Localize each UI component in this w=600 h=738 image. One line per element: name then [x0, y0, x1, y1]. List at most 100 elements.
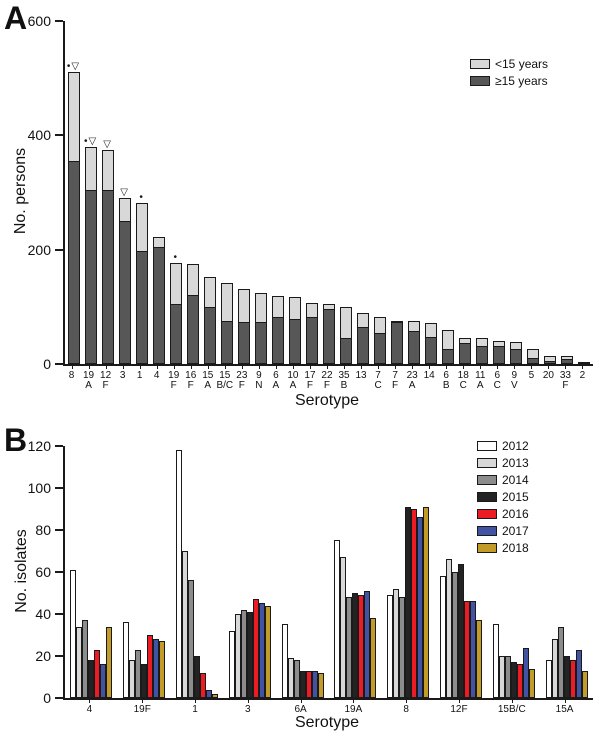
bar-slot-19F: •: [167, 21, 184, 364]
bar-6A-2017: [311, 671, 318, 698]
serotype-label-line1: 7: [375, 370, 381, 381]
stacked-bar-17F: [305, 303, 318, 364]
bar-19F-2012: [123, 622, 130, 698]
bar-19F-2013: [129, 660, 136, 698]
bar-segment-ge15: [101, 190, 114, 364]
bar-segment-ge15: [118, 221, 131, 364]
stacked-bar-5: [527, 349, 540, 364]
y-tick-label: 400: [27, 127, 51, 144]
legend-swatch-2015: [477, 491, 497, 502]
serotype-label: 1: [192, 704, 198, 715]
stacked-bar-35B: [340, 307, 353, 364]
bar-segment-under15: [374, 317, 387, 333]
bar-group-19F: [118, 446, 171, 698]
bar-slot-18C: [457, 21, 474, 364]
serotype-label: 19F: [133, 704, 151, 715]
bar-slot-23A: [406, 21, 423, 364]
bar-slot-10A: [286, 21, 303, 364]
x-tick-label-1: 1: [169, 700, 222, 715]
bar-3-2014: [240, 610, 247, 698]
serotype-label-line2: A: [272, 380, 280, 391]
x-tick-label-19F: 19F: [116, 700, 169, 715]
bar-8-2015: [405, 507, 412, 698]
x-tick-mark: [564, 700, 566, 703]
x-tick-mark: [89, 700, 91, 703]
stacked-bar-1: [135, 203, 148, 364]
serotype-label-line1: 17: [304, 370, 316, 381]
serotype-label-line1: 12: [100, 370, 112, 381]
bar-segment-under15: [510, 342, 523, 349]
serotype-label-line1: 7: [392, 370, 398, 381]
panel-b-label: B: [4, 422, 28, 458]
x-tick-label-20: 20: [540, 366, 557, 391]
serotype-label-line2: C: [459, 380, 467, 391]
x-tick-label-8: 8: [380, 700, 433, 715]
legend-item-2015: 2015: [477, 488, 529, 505]
legend-label-2015: 2015: [502, 489, 529, 504]
stacked-bar-22F: [322, 304, 335, 364]
serotype-label-line2: C: [493, 380, 501, 391]
bar-15B/C-2013: [498, 656, 505, 698]
bar-slot-16F: [184, 21, 201, 364]
x-tick-label-23F: 23 F: [233, 366, 250, 391]
y-tick-label: 40: [35, 606, 51, 622]
bar-segment-ge15: [493, 346, 506, 364]
y-tick-label: 80: [35, 522, 51, 538]
panel-b-plot-area: 2012 2013 2014 2015 2016 2017 2018 0 20 40 60 80 10…: [28, 438, 593, 706]
serotype-label-line1: 23: [406, 370, 418, 381]
panel-a-bars: •▽ •▽ ▽ ▽ • •: [65, 21, 593, 364]
x-tick-mark: [353, 700, 355, 703]
bar-slot-14: [423, 21, 440, 364]
stacked-bar-7C: [374, 317, 387, 364]
bar-6A-2013: [287, 658, 294, 698]
bar-segment-under15: [391, 321, 404, 322]
stacked-bar-10A: [288, 297, 301, 364]
bar-12F-2015: [457, 564, 464, 698]
panel-a-x-axis-title: Serotype: [294, 392, 360, 409]
x-tick-label-18C: 18 C: [455, 366, 472, 391]
bar-segment-under15: [442, 330, 455, 349]
y-tick-mark: 20: [35, 648, 63, 664]
x-tick-label-19A: 19A: [327, 700, 380, 715]
bar-19A-2016: [358, 595, 365, 698]
stacked-bar-19A: [84, 147, 97, 364]
bar-slot-23F: [235, 21, 252, 364]
x-tick-mark: [241, 366, 243, 369]
bar-19F-2017: [153, 639, 160, 698]
serotype-label-line1: 16: [185, 370, 197, 381]
x-tick-label-35B: 35 B: [336, 366, 353, 391]
bar-15B/C-2018: [528, 669, 535, 698]
significance-marker: ▽: [120, 187, 129, 198]
bar-1-2015: [193, 656, 200, 698]
y-tick-mark: 80: [35, 522, 63, 538]
serotype-label-line1: 15: [219, 370, 231, 381]
bar-segment-under15: [322, 304, 335, 309]
bar-12F-2014: [451, 572, 458, 698]
bar-6A-2012: [281, 624, 288, 698]
bar-segment-under15: [408, 321, 421, 331]
panel-b-bars: [65, 446, 593, 698]
x-tick-label-5: 5: [523, 366, 540, 391]
bar-6A-2018: [317, 673, 324, 698]
bar-segment-under15: [254, 293, 267, 322]
x-tick-mark: [511, 700, 513, 703]
x-tick-mark: [258, 366, 260, 369]
x-tick-mark: [309, 366, 311, 369]
bar-15A-2018: [581, 671, 588, 698]
bar-segment-ge15: [442, 349, 455, 364]
bar-3-2016: [252, 599, 259, 698]
bar-12F-2013: [445, 559, 452, 698]
bar-segment-ge15: [544, 361, 557, 364]
stacked-bar-13: [357, 313, 370, 364]
bar-segment-ge15: [220, 321, 233, 364]
x-tick-mark: [139, 366, 141, 369]
legend-item-2013: 2013: [477, 454, 529, 471]
bar-group-1: [171, 446, 224, 698]
serotype-label-line2: A: [408, 380, 416, 391]
stacked-bar-33F: [561, 356, 574, 364]
legend-label-ge15: ≥15 years: [495, 73, 548, 88]
stacked-bar-12F: [101, 150, 114, 364]
